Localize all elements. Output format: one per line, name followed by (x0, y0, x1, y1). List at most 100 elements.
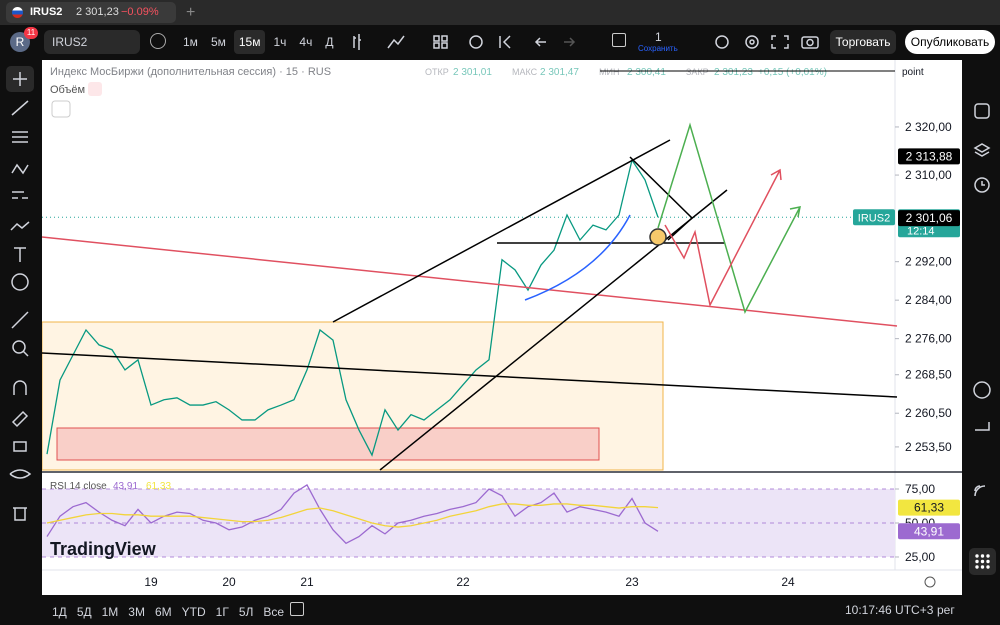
symbol-search[interactable]: IRUS2 (44, 30, 140, 54)
y-tick-label: 75,00 (905, 482, 935, 496)
warning-icon (88, 82, 102, 96)
symbol: IRUS2 (52, 35, 88, 49)
trend-line (42, 352, 898, 398)
tab-symbol: IRUS2 (30, 6, 63, 18)
y-tick-label: 2 320,00 (905, 120, 952, 134)
y-tick-label: 2 276,00 (905, 332, 952, 346)
toolbar-icons-right (715, 35, 819, 49)
x-tick-label: 20 (222, 575, 236, 589)
x-tick-label: 21 (300, 575, 314, 589)
sidebar-bg (965, 60, 1000, 595)
collapse-button[interactable] (51, 100, 71, 118)
countdown: 12:14 (907, 225, 935, 237)
y-tick-label: 2 260,50 (905, 406, 952, 420)
range-button[interactable]: 1Д (52, 605, 67, 619)
y-tick-label: 2 253,50 (905, 440, 952, 454)
interval-button[interactable]: 5м (210, 35, 226, 49)
chart: Индекс МосБиржи (дополнительная сессия) … (42, 60, 962, 595)
tab-change: −0.09% (121, 6, 159, 18)
interval-group: 1м 5м 15м 1ч 4ч Д (178, 30, 342, 54)
price-label-box (898, 499, 960, 516)
range-button[interactable]: 5Д (76, 605, 92, 619)
range-button[interactable]: YTD (181, 605, 206, 619)
badge: 11 (24, 27, 38, 39)
trend-line (42, 236, 898, 327)
legend-value: 2 301,23 (714, 67, 753, 78)
layout-count: 1 (655, 30, 662, 44)
range-button[interactable]: 3М (128, 605, 145, 619)
volume-label: Объём (50, 84, 85, 96)
left-toolbar (0, 60, 40, 595)
marker (649, 228, 667, 246)
right-sidebar (965, 60, 1000, 595)
interval-button[interactable]: Д (325, 35, 334, 49)
interval-button[interactable]: 4ч (299, 35, 313, 49)
price-label: 2 313,88 (906, 149, 953, 163)
apps-icon[interactable] (975, 554, 990, 569)
toolbar-bg (0, 60, 40, 595)
x-tick-label: 22 (456, 575, 470, 589)
save-label[interactable]: Сохранить (638, 44, 678, 53)
series-layer (42, 158, 895, 558)
drawing-label: point (902, 67, 924, 78)
interval-button[interactable]: 1ч (273, 35, 287, 49)
y-tick-label: 2 284,00 (905, 293, 952, 307)
legend-value: 2 300,41 (627, 67, 666, 78)
x-tick-label: 23 (625, 575, 639, 589)
range-button[interactable]: 5Л (238, 605, 254, 619)
symbol-tag (853, 209, 895, 226)
curve (524, 214, 631, 301)
watermark: TradingView (50, 539, 157, 559)
goto-date[interactable] (290, 602, 304, 616)
channel-line (379, 189, 728, 471)
legend-value: 2 301,47 (540, 67, 579, 78)
forecast-path (657, 122, 801, 314)
new-tab[interactable]: + (186, 4, 196, 21)
interval-button[interactable]: 15м (233, 30, 266, 54)
y-tick-label: 2 310,00 (905, 168, 952, 182)
triangle (629, 156, 694, 241)
clock: 10:17:46 UTC+3 (845, 603, 934, 617)
settings-icon[interactable] (924, 576, 936, 588)
price-line (46, 503, 659, 528)
session[interactable]: рег (937, 603, 955, 617)
x-tick-label: 19 (144, 575, 158, 589)
legend: Индекс МосБиржи (дополнительная сессия) … (50, 66, 827, 78)
legend-value: 61,33 (146, 481, 171, 492)
tab[interactable]: IRUS2 2 301,23 −0.09% (6, 2, 176, 23)
drawings (42, 122, 898, 471)
range-button[interactable]: 1М (101, 605, 119, 619)
price-label: 2 301,06 (906, 211, 953, 225)
price-line (46, 158, 659, 457)
layout-button[interactable] (612, 33, 626, 47)
range-button[interactable]: Все (263, 605, 285, 619)
price-label-box (898, 523, 960, 540)
interval-button[interactable]: 1м (183, 35, 198, 49)
publish-button[interactable]: Опубликовать (905, 30, 995, 54)
forecast-path (664, 168, 782, 308)
x-tick-label: 24 (781, 575, 795, 589)
price-label: 43,91 (914, 524, 944, 538)
bottom-bar: 1Д 5Д 1М 3М 6М YTD 1Г 5Л Все 10:17:46 UTC+3 рег (0, 595, 1000, 625)
tab-price: 2 301,23 (76, 6, 119, 18)
toolbar-icons (353, 34, 576, 50)
tool-icons[interactable] (6, 66, 34, 521)
price-label-box (898, 210, 960, 227)
legend-title: Индекс МосБиржи (дополнительная сессия) … (50, 66, 331, 78)
compare-button[interactable] (150, 33, 166, 49)
range-button[interactable]: 6М (154, 605, 172, 619)
y-tick-label: 2 268,50 (905, 368, 952, 382)
legend-key: МИН (599, 67, 619, 77)
tab-bar: IRUS2 2 301,23 −0.09% + (0, 0, 1000, 25)
range-button[interactable]: 1Г (215, 605, 229, 619)
zone-rectangle (56, 427, 600, 461)
legend-key: ОТКР (425, 67, 449, 77)
y-tick-label: 2 292,00 (905, 255, 952, 269)
trade-button[interactable]: Торговать (830, 30, 896, 54)
y-tick-label: 25,00 (905, 550, 935, 564)
channel-line (332, 139, 671, 323)
flag-icon (12, 7, 23, 18)
legend-key: ЗАКР (686, 67, 709, 77)
toolbar: R 11 IRUS2 1м 5м 15м 1ч 4ч Д 1 Сохранить Торг… (0, 25, 1000, 60)
